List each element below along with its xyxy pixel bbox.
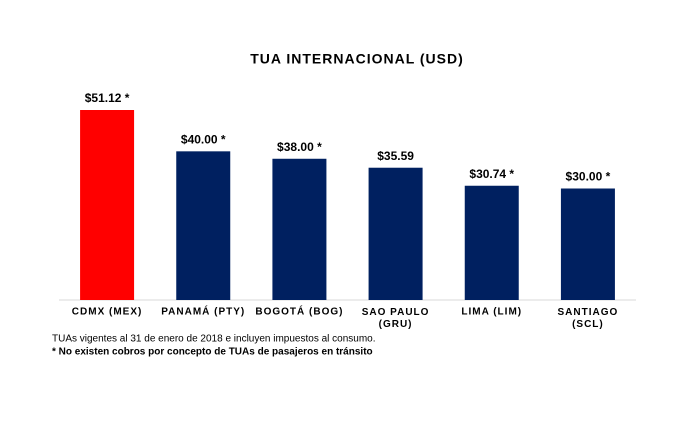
chart-title: TUA INTERNACIONAL (USD) xyxy=(250,51,464,67)
bar xyxy=(272,158,327,300)
x-tick-label: BOGOTÁ (BOG) xyxy=(255,305,343,318)
value-label: $35.59 xyxy=(377,149,414,163)
value-label: $30.00 * xyxy=(566,170,611,184)
x-tick-label: SAO PAULO (GRU) xyxy=(362,307,430,330)
x-tick-label: SANTIAGO (SCL) xyxy=(558,307,619,330)
bar xyxy=(464,185,519,300)
bar xyxy=(80,110,135,300)
bar xyxy=(560,188,615,300)
x-tick-label: CDMX (MEX) xyxy=(72,307,143,318)
x-tick-label: LIMA (LIM) xyxy=(461,307,522,318)
value-label: $40.00 * xyxy=(181,133,226,147)
note: TUAs vigentes al 31 de enero de 2018 e i… xyxy=(52,334,376,345)
value-label: $38.00 * xyxy=(277,140,322,154)
bar xyxy=(368,167,423,300)
x-tick-label: PANAMÁ (PTY) xyxy=(161,305,245,318)
bar xyxy=(176,151,231,300)
value-label: $30.74 * xyxy=(469,167,514,181)
value-label: $51.12 * xyxy=(85,91,130,105)
note: * No existen cobros por concepto de TUAs… xyxy=(52,347,373,358)
